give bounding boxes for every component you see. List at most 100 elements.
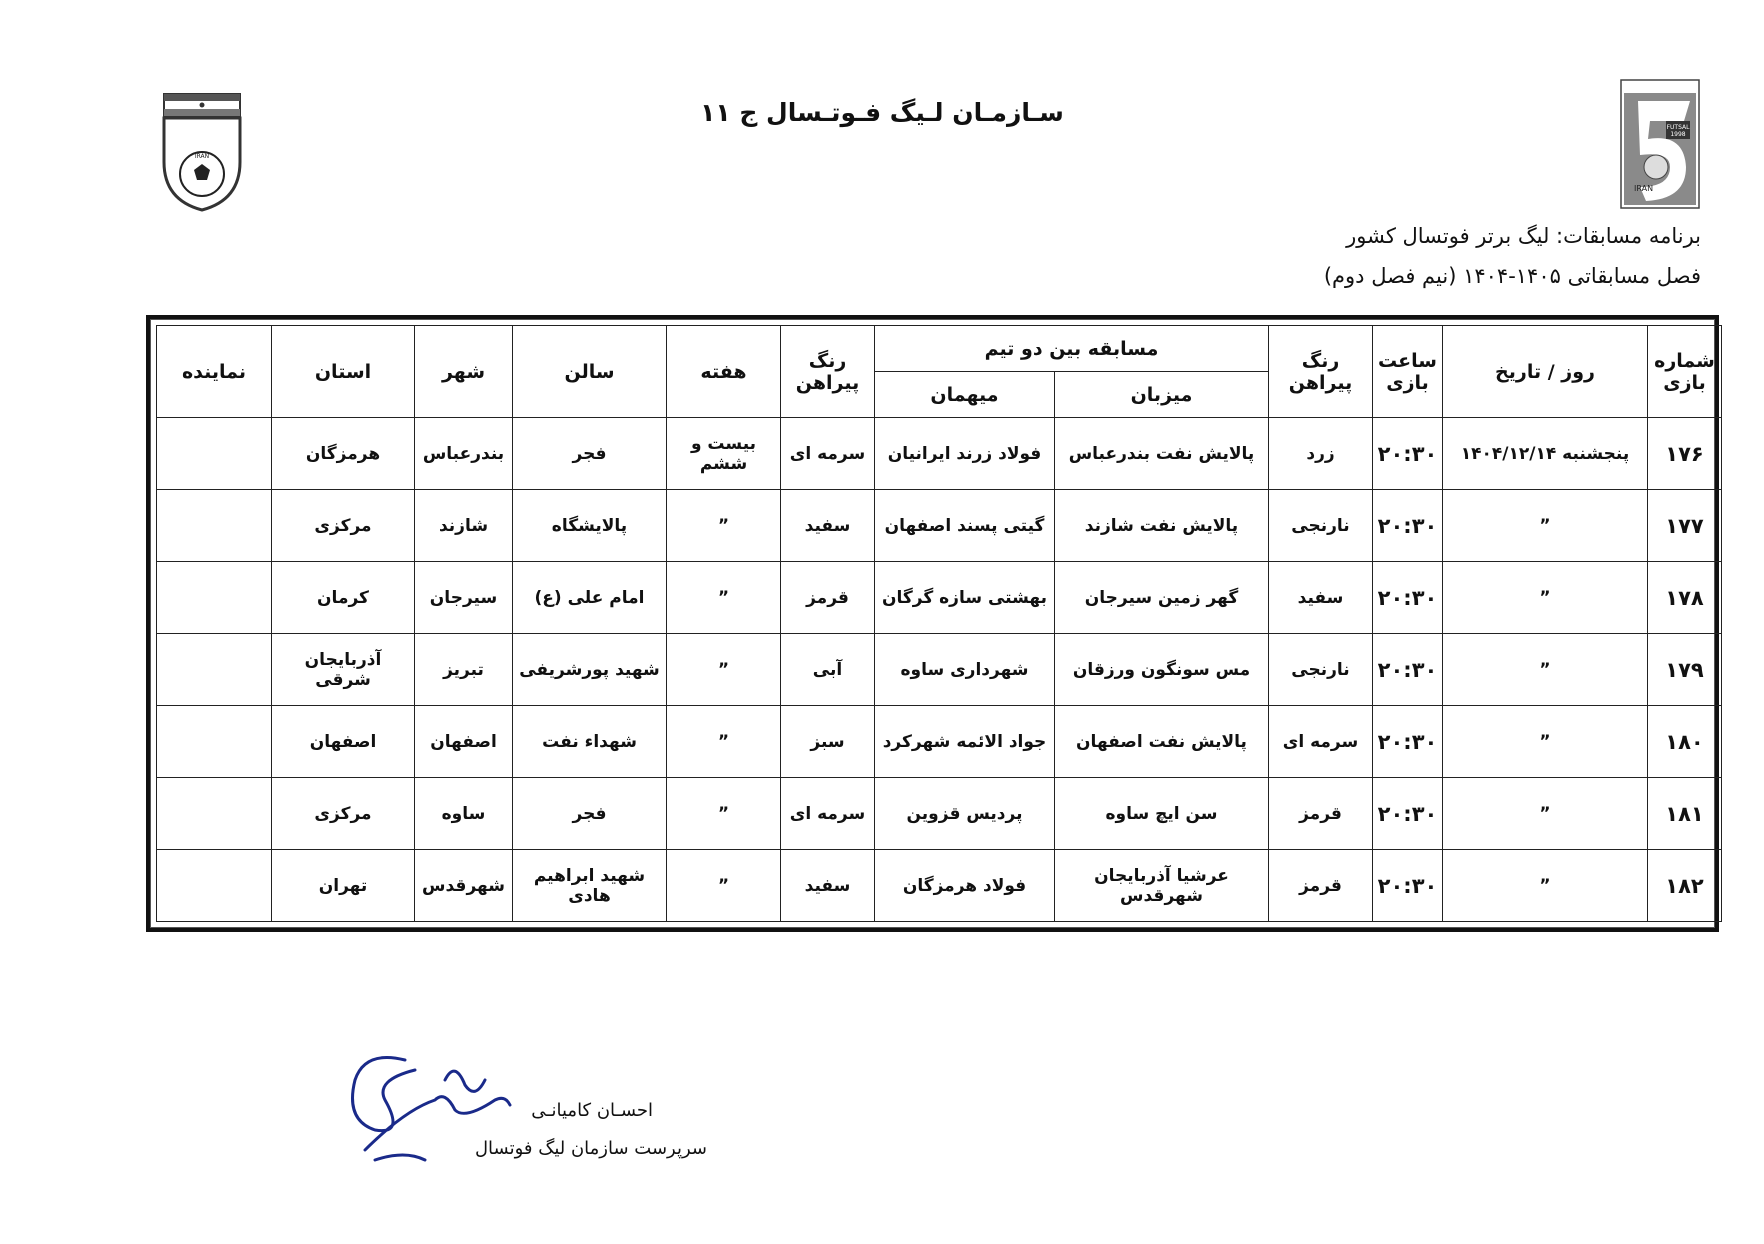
cell-host: عرشیا آذربایجان شهرقدس: [1054, 849, 1269, 922]
cell-number: ۱۷۶: [1647, 417, 1722, 490]
signer-name: احسـان کامیانـی: [531, 1100, 653, 1121]
header-representative: نماینده: [156, 325, 272, 418]
cell-representative: [156, 849, 272, 922]
cell-guest: گیتی پسند اصفهان: [874, 489, 1055, 562]
cell-guest-color: قرمز: [780, 561, 875, 634]
schedule-table: شماره بازی روز / تاریخ ساعت بازی رنگ پیر…: [146, 315, 1722, 932]
page-title: سـازمـان لـیگ فـوتـسال ج ۱۱: [700, 98, 1064, 127]
cell-city: تبریز: [414, 633, 513, 706]
cell-hall: فجر: [512, 777, 667, 850]
football-federation-logo: IRAN: [162, 93, 242, 212]
cell-date: ”: [1442, 633, 1648, 706]
cell-city: بندرعباس: [414, 417, 513, 490]
signer-role: سرپرست سازمان لیگ فوتسال: [474, 1138, 707, 1159]
cell-representative: [156, 561, 272, 634]
cell-host-color: زرد: [1268, 417, 1373, 490]
cell-guest: فولاد زرند ایرانیان: [874, 417, 1055, 490]
cell-city: شازند: [414, 489, 513, 562]
table-row: ۱۷۹” ۲۰:۳۰ نارنجی مس سونگون ورزقان شهرداری س…: [156, 633, 1722, 706]
table-row: ۱۸۲” ۲۰:۳۰ قرمز عرشیا آذربایجان شهرقدس فولاد…: [156, 849, 1722, 922]
cell-date: ”: [1442, 705, 1648, 778]
cell-number: ۱۸۲: [1647, 849, 1722, 922]
cell-province: مرکزی: [271, 489, 415, 562]
cell-city: سیرجان: [414, 561, 513, 634]
cell-representative: [156, 633, 272, 706]
cell-time: ۲۰:۳۰: [1372, 849, 1443, 922]
svg-text:IRAN: IRAN: [195, 153, 209, 160]
cell-guest: شهرداری ساوه: [874, 633, 1055, 706]
cell-hall: فجر: [512, 417, 667, 490]
cell-time: ۲۰:۳۰: [1372, 489, 1443, 562]
cell-week: بیست و ششم: [666, 417, 781, 490]
cell-hall: شهید ابراهیم هادی: [512, 849, 667, 922]
cell-time: ۲۰:۳۰: [1372, 705, 1443, 778]
svg-text:IRAN: IRAN: [1634, 184, 1653, 193]
cell-guest-color: سبز: [780, 705, 875, 778]
cell-host-color: نارنجی: [1268, 633, 1373, 706]
table-row: ۱۷۷” ۲۰:۳۰ نارنجی پالایش نفت شازند گیتی پسند…: [156, 489, 1722, 562]
cell-hall: امام علی (ع): [512, 561, 667, 634]
cell-host: گهر زمین سیرجان: [1054, 561, 1269, 634]
cell-host-color: قرمز: [1268, 849, 1373, 922]
cell-host: مس سونگون ورزقان: [1054, 633, 1269, 706]
cell-week: ”: [666, 633, 781, 706]
cell-province: آذربایجان شرقی: [271, 633, 415, 706]
header-match: مسابقه بین دو تیم: [874, 325, 1269, 372]
cell-city: ساوه: [414, 777, 513, 850]
cell-guest-color: سرمه ای: [780, 777, 875, 850]
cell-week: ”: [666, 705, 781, 778]
header-guest-color: رنگ پیراهن: [780, 325, 875, 418]
header-number: شماره بازی: [1647, 325, 1722, 418]
cell-number: ۱۷۸: [1647, 561, 1722, 634]
season-line: فصل مسابقاتی ۱۴۰۵-۱۴۰۴ (نیم فصل دوم): [1323, 264, 1701, 288]
cell-date: ”: [1442, 489, 1648, 562]
cell-host: سن ایچ ساوه: [1054, 777, 1269, 850]
cell-province: هرمزگان: [271, 417, 415, 490]
cell-week: ”: [666, 489, 781, 562]
cell-representative: [156, 489, 272, 562]
futsal-league-logo: FUTSAL 1998 IRAN: [1620, 79, 1700, 209]
cell-date: پنجشنبه ۱۴۰۴/۱۲/۱۴: [1442, 417, 1648, 490]
signature: [351, 1056, 512, 1162]
cell-province: کرمان: [271, 561, 415, 634]
cell-representative: [156, 705, 272, 778]
table-row: ۱۸۰” ۲۰:۳۰ سرمه ای پالایش نفت اصفهان جواد ال…: [156, 705, 1722, 778]
header-city: شهر: [414, 325, 513, 418]
cell-number: ۱۷۹: [1647, 633, 1722, 706]
cell-hall: پالایشگاه: [512, 489, 667, 562]
cell-hall: شهید پورشریفی: [512, 633, 667, 706]
cell-host-color: سرمه ای: [1268, 705, 1373, 778]
cell-guest-color: سرمه ای: [780, 417, 875, 490]
program-line: برنامه مسابقات: لیگ برتر فوتسال کشور: [1346, 224, 1701, 248]
cell-host: پالایش نفت شازند: [1054, 489, 1269, 562]
cell-host-color: سفید: [1268, 561, 1373, 634]
cell-date: ”: [1442, 849, 1648, 922]
cell-week: ”: [666, 849, 781, 922]
header-hall: سالن: [512, 325, 667, 418]
cell-guest: بهشتی سازه گرگان: [874, 561, 1055, 634]
table-row: ۱۷۶ پنجشنبه ۱۴۰۴/۱۲/۱۴ ۲۰:۳۰ زرد پالایش نفت …: [156, 417, 1722, 490]
cell-province: تهران: [271, 849, 415, 922]
cell-guest-color: سفید: [780, 849, 875, 922]
cell-city: شهرقدس: [414, 849, 513, 922]
cell-guest: جواد الائمه شهرکرد: [874, 705, 1055, 778]
svg-text:1998: 1998: [1670, 131, 1685, 138]
header-province: استان: [271, 325, 415, 418]
svg-text:FUTSAL: FUTSAL: [1667, 124, 1691, 131]
header-host: میزبان: [1054, 371, 1269, 418]
cell-time: ۲۰:۳۰: [1372, 561, 1443, 634]
cell-province: اصفهان: [271, 705, 415, 778]
cell-date: ”: [1442, 561, 1648, 634]
cell-number: ۱۸۰: [1647, 705, 1722, 778]
cell-time: ۲۰:۳۰: [1372, 633, 1443, 706]
cell-week: ”: [666, 561, 781, 634]
cell-number: ۱۷۷: [1647, 489, 1722, 562]
cell-host-color: قرمز: [1268, 777, 1373, 850]
cell-city: اصفهان: [414, 705, 513, 778]
cell-representative: [156, 777, 272, 850]
cell-representative: [156, 417, 272, 490]
table-row: ۱۸۱” ۲۰:۳۰ قرمز سن ایچ ساوه پردیس قزوین سرمه …: [156, 777, 1722, 850]
cell-guest-color: سفید: [780, 489, 875, 562]
table-row: ۱۷۸” ۲۰:۳۰ سفید گهر زمین سیرجان بهشتی سازه گ…: [156, 561, 1722, 634]
cell-guest: فولاد هرمزگان: [874, 849, 1055, 922]
